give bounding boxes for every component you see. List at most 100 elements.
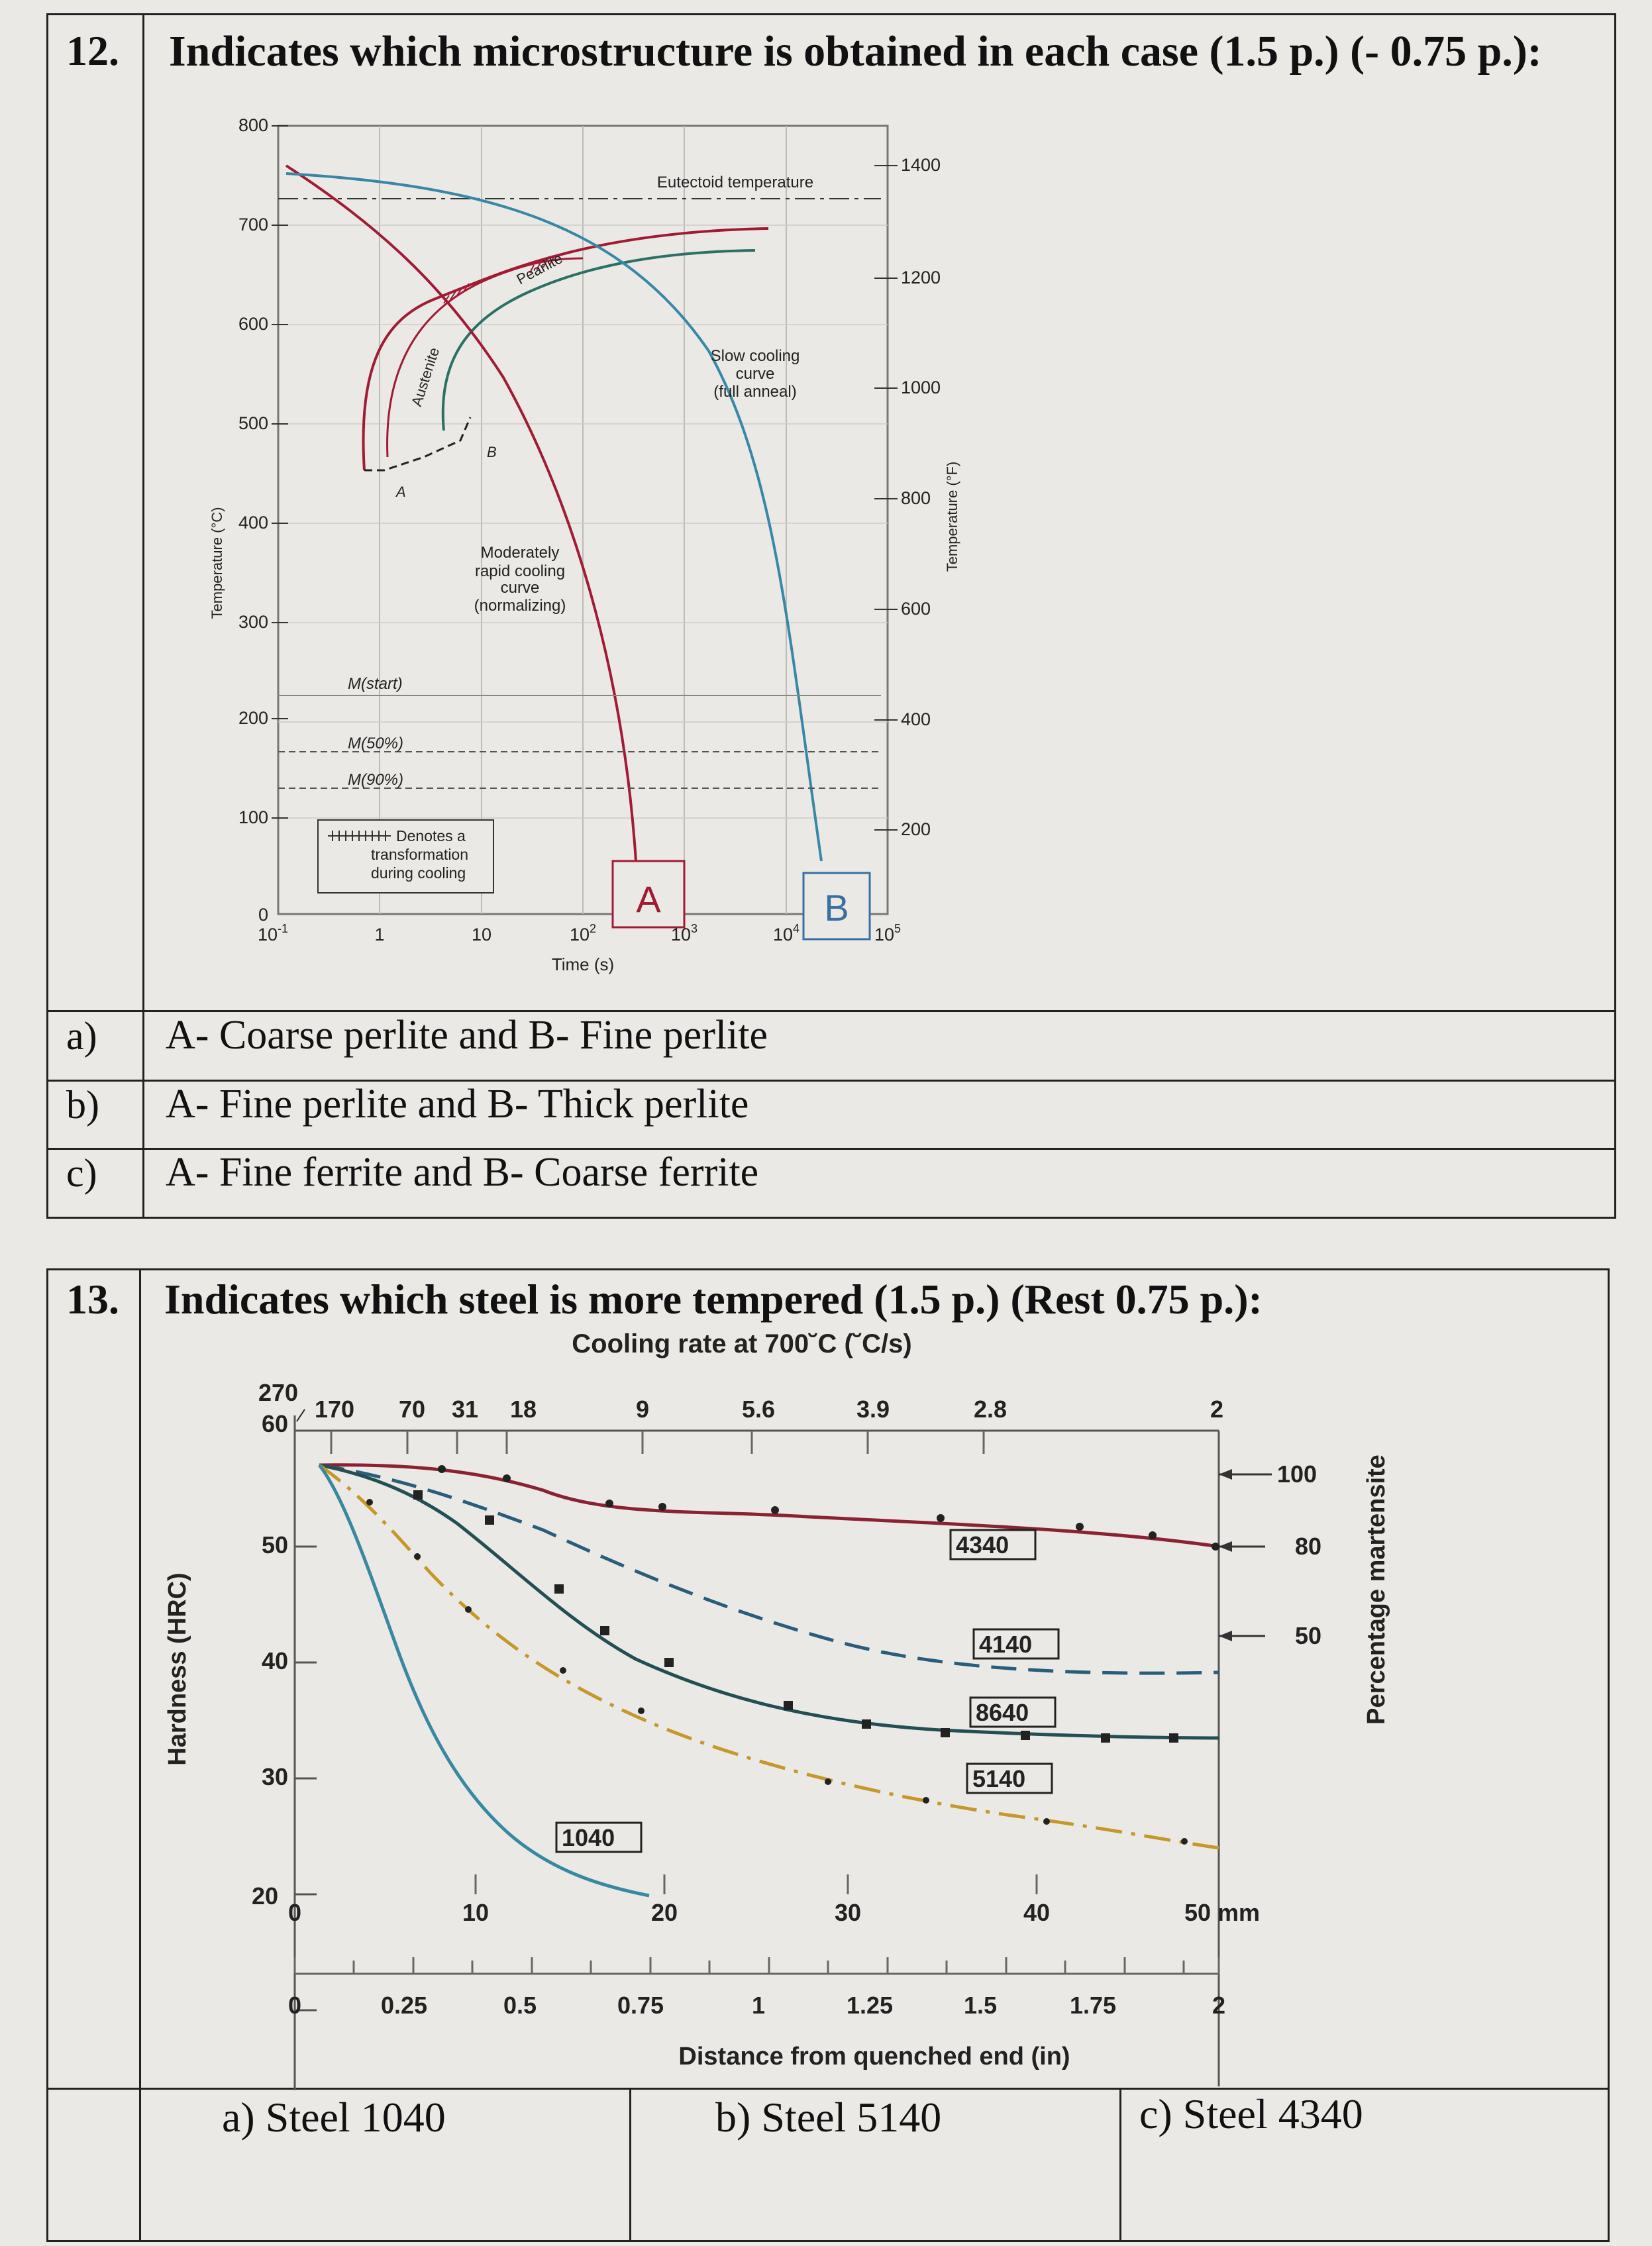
point-b-label: B bbox=[487, 444, 497, 460]
inch-tick-2: 2 bbox=[1212, 1992, 1225, 2019]
question-12-box bbox=[46, 13, 1616, 1219]
slow-cooling-label-1: Slow cooling bbox=[711, 347, 800, 365]
ytick-c-600: 600 bbox=[238, 314, 268, 334]
full-anneal-cooling-curve bbox=[285, 172, 823, 862]
xtick-exp-5: 4 bbox=[793, 922, 800, 935]
inch-tick-1: 1 bbox=[752, 1992, 765, 2019]
moderate-cooling-label-2: rapid cooling bbox=[475, 562, 565, 580]
ytick-f-600: 600 bbox=[901, 599, 931, 619]
ytick-c-700: 700 bbox=[238, 215, 268, 234]
q13-answer-divider-0 bbox=[139, 2088, 141, 2242]
chart-title: Cooling rate at 700˘C (˘C/s) bbox=[572, 1329, 911, 1358]
ytick-f-200: 200 bbox=[901, 819, 931, 839]
steel-label-8640: 8640 bbox=[976, 1699, 1029, 1726]
q12-option-a-letter: a) bbox=[66, 1014, 97, 1058]
q12-option-divider-c bbox=[46, 1148, 1616, 1150]
inch-tick-0-25: 0.25 bbox=[381, 1992, 427, 2019]
martensite-tick-100: 100 bbox=[1277, 1460, 1317, 1488]
legend-line-2: transformation bbox=[371, 846, 468, 863]
cooling-rate-tick-70: 70 bbox=[399, 1396, 425, 1423]
curve-1040 bbox=[318, 1464, 650, 1898]
mm-tick-50: 50 mm bbox=[1184, 1899, 1260, 1926]
jominy-hardenability-chart: Cooling rate at 700˘C (˘C/s) 270 170 70 … bbox=[164, 1329, 1390, 2090]
inch-tick-0-5: 0.5 bbox=[503, 1992, 537, 2019]
curve-a-marker-box bbox=[611, 860, 686, 929]
ytick-c-800: 800 bbox=[238, 115, 268, 135]
q13-answer-a[interactable]: a) Steel 1040 bbox=[222, 2094, 446, 2141]
cooling-rate-tick-9: 9 bbox=[636, 1396, 649, 1423]
curve-b-marker-label: B bbox=[824, 887, 849, 929]
cooling-rate-tick-270: 270 bbox=[258, 1379, 298, 1406]
moderate-cooling-label-4: (normalizing) bbox=[474, 597, 566, 615]
martensite-tick-80: 80 bbox=[1295, 1533, 1321, 1560]
ytick-c-300: 300 bbox=[238, 612, 268, 632]
slow-cooling-label-3: (full anneal) bbox=[713, 383, 796, 401]
ytick-f-400: 400 bbox=[901, 709, 931, 729]
q12-option-c-letter: c) bbox=[66, 1151, 97, 1195]
q12-option-c-text[interactable]: A- Fine ferrite and B- Coarse ferrite bbox=[166, 1150, 759, 1195]
ytick-c-100: 100 bbox=[238, 807, 268, 827]
hrc-tick-60: 60 bbox=[262, 1410, 288, 1437]
legend-line-3: during cooling bbox=[371, 864, 466, 882]
svg-text:10-1: 10-1 bbox=[258, 922, 288, 944]
hrc-tick-20: 20 bbox=[252, 1882, 278, 1910]
svg-text:104: 104 bbox=[773, 922, 800, 944]
cooling-rate-tick-5-6: 5.6 bbox=[742, 1396, 775, 1423]
question-13-box bbox=[46, 1268, 1610, 2242]
q12-option-b-letter: b) bbox=[66, 1083, 99, 1127]
xtick-base-0: 10 bbox=[258, 925, 278, 944]
xtick-1: 1 bbox=[374, 925, 384, 944]
martensite-tick-50: 50 bbox=[1295, 1622, 1321, 1649]
y-axis-label-f: Temperature (°F) bbox=[944, 462, 960, 572]
mm-tick-40: 40 bbox=[1023, 1899, 1050, 1926]
normalizing-cooling-curve bbox=[285, 164, 637, 862]
q12-option-divider-b bbox=[46, 1080, 1616, 1082]
x-axis-label: Distance from quenched end (in) bbox=[678, 2043, 1070, 2070]
xtick-10: 10 bbox=[472, 925, 491, 944]
inch-tick-1-5: 1.5 bbox=[964, 1992, 997, 2019]
pearlite-start-curve bbox=[362, 227, 769, 471]
steel-label-1040: 1040 bbox=[562, 1824, 615, 1851]
ytick-c-200: 200 bbox=[238, 708, 268, 728]
label-box-4140 bbox=[972, 1628, 1060, 1660]
right-axis-label: Percentage martensite bbox=[1363, 1455, 1390, 1725]
q13-answer-divider-1 bbox=[629, 2088, 631, 2242]
hrc-tick-40: 40 bbox=[262, 1647, 288, 1674]
q12-number-divider bbox=[142, 13, 144, 1219]
moderate-cooling-label-1: Moderately bbox=[481, 544, 560, 562]
label-box-1040 bbox=[555, 1821, 643, 1853]
hrc-tick-50: 50 bbox=[262, 1531, 288, 1558]
q12-number: 12. bbox=[66, 27, 119, 74]
steel-label-4340: 4340 bbox=[956, 1531, 1009, 1558]
q12-option-divider-a bbox=[46, 1010, 1616, 1012]
pearlite-finish-curve bbox=[441, 249, 756, 431]
point-a-label: A bbox=[395, 484, 406, 500]
ytick-c-500: 500 bbox=[238, 413, 268, 433]
m-90-label: M(90%) bbox=[348, 771, 403, 789]
ytick-c-0: 0 bbox=[258, 905, 268, 925]
q13-question-text: Indicates which steel is more tempered (… bbox=[164, 1276, 1263, 1323]
xtick-base-6: 10 bbox=[874, 925, 894, 944]
q12-question-text: Indicates which microstructure is obtain… bbox=[169, 27, 1542, 76]
cooling-rate-tick-31: 31 bbox=[452, 1396, 478, 1423]
svg-text:105: 105 bbox=[874, 922, 901, 944]
transformation-legend-box bbox=[317, 819, 494, 893]
xtick-base-3: 10 bbox=[570, 925, 590, 944]
y-axis-label-hrc: Hardness (HRC) bbox=[164, 1572, 191, 1765]
xtick-exp-3: 2 bbox=[590, 922, 596, 935]
q12-option-a-text[interactable]: A- Coarse perlite and B- Fine perlite bbox=[166, 1013, 768, 1058]
q13-answer-b[interactable]: b) Steel 5140 bbox=[715, 2094, 942, 2141]
q12-option-b-text[interactable]: A- Fine perlite and B- Thick perlite bbox=[166, 1082, 749, 1127]
cooling-rate-tick-2-8: 2.8 bbox=[974, 1396, 1007, 1423]
q13-answer-c[interactable]: c) Steel 4340 bbox=[1139, 2090, 1363, 2137]
moderate-cooling-label-3: curve bbox=[501, 579, 540, 597]
ttt-chart-main: 800 700 600 500 400 300 200 100 0 Temper… bbox=[159, 99, 987, 980]
slow-cooling-label-2: curve bbox=[736, 365, 775, 383]
ytick-f-800: 800 bbox=[901, 488, 931, 508]
cooling-rate-tick-3-9: 3.9 bbox=[856, 1396, 890, 1423]
inch-tick-1-75: 1.75 bbox=[1070, 1992, 1116, 2019]
ytick-c-400: 400 bbox=[238, 513, 268, 533]
m-50-label: M(50%) bbox=[348, 735, 403, 752]
q13-answer-divider bbox=[46, 2088, 1610, 2090]
mm-tick-0: 0 bbox=[288, 1899, 301, 1926]
